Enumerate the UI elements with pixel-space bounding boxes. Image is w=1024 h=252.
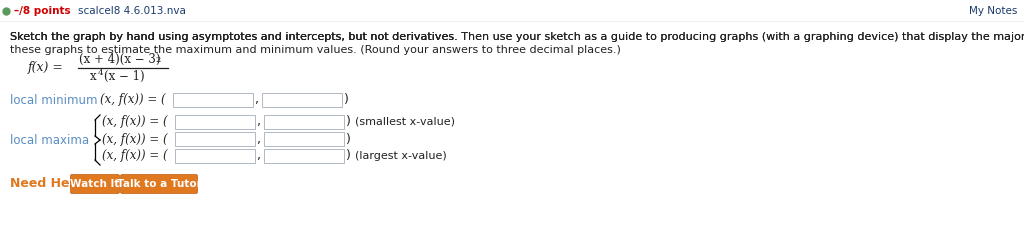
Text: local maxima: local maxima (10, 134, 89, 146)
Text: 4: 4 (98, 69, 103, 77)
Text: –/8 points: –/8 points (14, 6, 71, 16)
Text: Talk to a Tutor: Talk to a Tutor (117, 179, 202, 189)
Text: Sketch the graph by hand using asymptotes and intercepts, but not derivatives.: Sketch the graph by hand using asymptote… (10, 32, 458, 42)
Text: ,: , (257, 149, 261, 163)
Text: ): ) (344, 93, 349, 107)
Text: ,: , (257, 115, 261, 129)
Text: ): ) (346, 149, 351, 163)
Text: Watch It: Watch It (71, 179, 120, 189)
FancyBboxPatch shape (264, 132, 344, 146)
Text: (x, f(x)) = (: (x, f(x)) = ( (102, 149, 168, 163)
Text: ,: , (255, 93, 259, 107)
FancyBboxPatch shape (264, 115, 344, 129)
Text: (smallest x-value): (smallest x-value) (355, 117, 455, 127)
Text: scalcel8 4.6.013.nva: scalcel8 4.6.013.nva (78, 6, 185, 16)
FancyBboxPatch shape (71, 174, 120, 194)
Text: Sketch the graph by hand using asymptotes and intercepts, but not derivatives. T: Sketch the graph by hand using asymptote… (10, 32, 1024, 42)
Text: (x, f(x)) = (: (x, f(x)) = ( (102, 115, 168, 129)
Text: Need Help?: Need Help? (10, 177, 90, 191)
Text: (x + 4)(x − 3): (x + 4)(x − 3) (79, 53, 161, 66)
Text: x: x (90, 70, 96, 83)
FancyBboxPatch shape (121, 174, 198, 194)
Text: local minimum: local minimum (10, 93, 97, 107)
Text: (x − 1): (x − 1) (104, 70, 144, 83)
Text: (largest x-value): (largest x-value) (355, 151, 446, 161)
FancyBboxPatch shape (264, 149, 344, 163)
Text: Sketch the graph by hand using asymptotes and intercepts, but not derivatives. T: Sketch the graph by hand using asymptote… (10, 32, 1024, 42)
FancyBboxPatch shape (173, 93, 253, 107)
Text: 2: 2 (155, 56, 160, 64)
Text: My Notes: My Notes (970, 6, 1018, 16)
Text: ): ) (346, 115, 351, 129)
Text: (x, f(x)) = (: (x, f(x)) = ( (100, 93, 166, 107)
Text: f(x) =: f(x) = (28, 61, 63, 75)
FancyBboxPatch shape (262, 93, 342, 107)
FancyBboxPatch shape (175, 149, 255, 163)
FancyBboxPatch shape (175, 115, 255, 129)
FancyBboxPatch shape (175, 132, 255, 146)
Text: (x, f(x)) = (: (x, f(x)) = ( (102, 133, 168, 145)
Text: these graphs to estimate the maximum and minimum values. (Round your answers to : these graphs to estimate the maximum and… (10, 45, 621, 55)
Text: ): ) (346, 133, 351, 145)
Text: ,: , (257, 133, 261, 145)
